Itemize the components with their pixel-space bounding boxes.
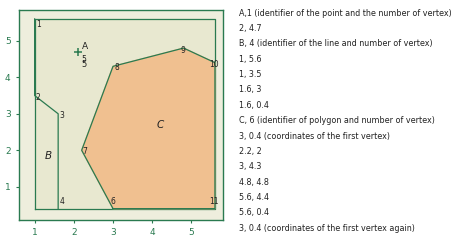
Text: 10: 10 xyxy=(209,60,219,69)
Text: C, 6 (identifier of polygon and number of vertex): C, 6 (identifier of polygon and number o… xyxy=(239,116,435,125)
Text: 1, 3.5: 1, 3.5 xyxy=(239,70,262,79)
Text: 7: 7 xyxy=(82,147,87,156)
Polygon shape xyxy=(82,48,215,209)
Text: 4.8, 4.8: 4.8, 4.8 xyxy=(239,178,269,187)
Text: 3, 0.4 (coordinates of the first vertex again): 3, 0.4 (coordinates of the first vertex … xyxy=(239,224,415,233)
Text: 2: 2 xyxy=(36,93,41,102)
Text: 5.6, 0.4: 5.6, 0.4 xyxy=(239,208,269,217)
Text: 1: 1 xyxy=(36,20,41,29)
Text: 1.6, 3: 1.6, 3 xyxy=(239,85,262,94)
Text: 5: 5 xyxy=(81,55,86,64)
Text: 11: 11 xyxy=(209,197,219,206)
Text: C: C xyxy=(156,120,164,130)
Polygon shape xyxy=(35,19,215,209)
Text: 6: 6 xyxy=(110,197,115,206)
Text: 3: 3 xyxy=(59,111,64,120)
Text: 9: 9 xyxy=(181,46,186,55)
Text: A: A xyxy=(82,42,88,51)
Text: 5: 5 xyxy=(82,60,87,69)
Text: 5.6, 4.4: 5.6, 4.4 xyxy=(239,193,269,202)
Text: B, 4 (identifier of the line and number of vertex): B, 4 (identifier of the line and number … xyxy=(239,39,433,48)
Text: 2, 4.7: 2, 4.7 xyxy=(239,24,262,33)
Text: A,1 (identifier of the point and the number of vertex): A,1 (identifier of the point and the num… xyxy=(239,9,452,18)
Text: 8: 8 xyxy=(114,63,119,72)
Text: B: B xyxy=(45,151,52,161)
Text: 3, 0.4 (coordinates of the first vertex): 3, 0.4 (coordinates of the first vertex) xyxy=(239,132,391,141)
Text: 4: 4 xyxy=(59,197,64,206)
Text: 1, 5.6: 1, 5.6 xyxy=(239,55,262,64)
Text: 3, 4.3: 3, 4.3 xyxy=(239,162,262,171)
Text: 2.2, 2: 2.2, 2 xyxy=(239,147,262,156)
Text: 1.6, 0.4: 1.6, 0.4 xyxy=(239,101,269,110)
